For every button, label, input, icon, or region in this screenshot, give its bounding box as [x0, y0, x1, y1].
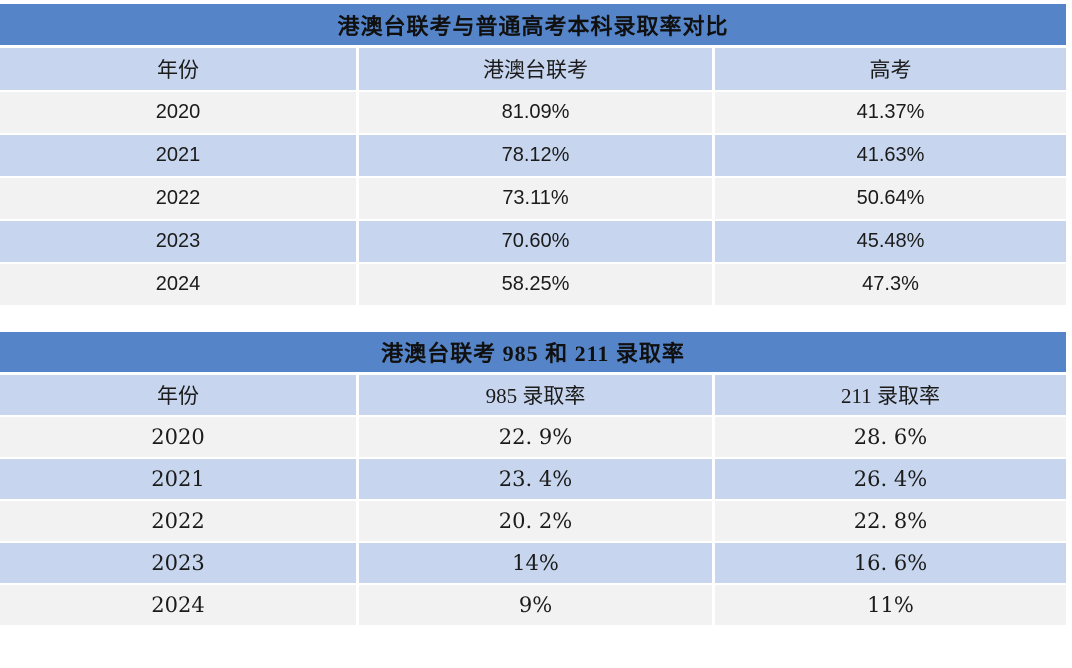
table2-header-row: 年份 985 录取率 211 录取率 — [0, 375, 1066, 417]
rate-211-cell: 28. 6% — [712, 417, 1066, 457]
gaokao-rate-cell: 41.37% — [712, 92, 1066, 133]
year-cell: 2022 — [155, 187, 201, 209]
table2-header-985: 985 录取率 — [356, 375, 712, 415]
rate-985-cell: 20. 2% — [356, 501, 712, 541]
table-row: 2022 20. 2% 22. 8% — [0, 501, 1066, 543]
joint-rate-cell: 73.11% — [356, 178, 712, 219]
table1-header-row: 年份 港澳台联考 高考 — [0, 48, 1066, 92]
rate-211-cell: 16. 6% — [712, 543, 1066, 583]
year-cell: 2020 — [155, 101, 201, 123]
table2-title: 港澳台联考 985 和 211 录取率 — [0, 332, 1066, 375]
rate-985-cell: 22. 9% — [356, 417, 712, 457]
table-985-211-rates: 港澳台联考 985 和 211 录取率 年份 985 录取率 211 录取率 2… — [0, 332, 1066, 627]
table1-header-year: 年份 — [157, 58, 199, 82]
table-row: 2022 73.11% 50.64% — [0, 178, 1066, 221]
table-row: 2024 58.25% 47.3% — [0, 264, 1066, 307]
rate-985-cell: 14% — [356, 543, 712, 583]
year-cell: 2024 — [155, 273, 201, 295]
table-row: 2023 70.60% 45.48% — [0, 221, 1066, 264]
table1-title: 港澳台联考与普通高考本科录取率对比 — [0, 4, 1066, 48]
year-cell: 2021 — [151, 467, 205, 491]
year-cell: 2021 — [155, 144, 201, 166]
gaokao-rate-cell: 41.63% — [712, 135, 1066, 176]
rate-211-cell: 22. 8% — [712, 501, 1066, 541]
year-cell: 2024 — [151, 593, 205, 617]
table2-header-211: 211 录取率 — [712, 375, 1066, 415]
table-row: 2023 14% 16. 6% — [0, 543, 1066, 585]
gaokao-rate-cell: 50.64% — [712, 178, 1066, 219]
gaokao-rate-cell: 45.48% — [712, 221, 1066, 262]
table-gap — [0, 307, 1072, 332]
year-cell: 2023 — [155, 230, 201, 252]
rate-211-cell: 11% — [712, 585, 1066, 625]
table-row: 2020 81.09% 41.37% — [0, 92, 1066, 135]
rate-985-cell: 23. 4% — [356, 459, 712, 499]
table1-header-joint: 港澳台联考 — [356, 48, 712, 90]
year-cell: 2022 — [151, 509, 205, 533]
joint-rate-cell: 78.12% — [356, 135, 712, 176]
joint-rate-cell: 81.09% — [356, 92, 712, 133]
table-row: 2020 22. 9% 28. 6% — [0, 417, 1066, 459]
year-cell: 2023 — [151, 551, 205, 575]
year-cell: 2020 — [151, 425, 205, 449]
table-row: 2021 23. 4% 26. 4% — [0, 459, 1066, 501]
table-joint-vs-gaokao: 港澳台联考与普通高考本科录取率对比 年份 港澳台联考 高考 2020 81.09… — [0, 4, 1066, 307]
table-row: 2024 9% 11% — [0, 585, 1066, 627]
joint-rate-cell: 70.60% — [356, 221, 712, 262]
table2-header-year: 年份 — [157, 384, 199, 408]
table-row: 2021 78.12% 41.63% — [0, 135, 1066, 178]
rate-985-cell: 9% — [356, 585, 712, 625]
rate-211-cell: 26. 4% — [712, 459, 1066, 499]
gaokao-rate-cell: 47.3% — [712, 264, 1066, 305]
table1-header-gaokao: 高考 — [712, 48, 1066, 90]
joint-rate-cell: 58.25% — [356, 264, 712, 305]
document-page: 港澳台联考与普通高考本科录取率对比 年份 港澳台联考 高考 2020 81.09… — [0, 4, 1072, 627]
